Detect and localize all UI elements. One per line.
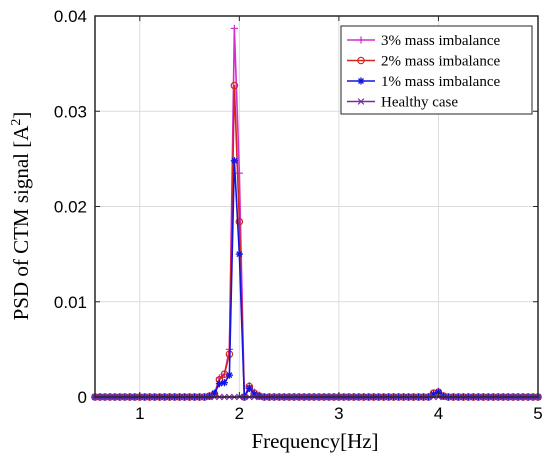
y-axis-label-main: PSD of CTM signal [A [9,125,33,321]
x-axis-label: Frequency[Hz] [251,429,378,453]
marker-stroke [231,157,238,164]
data-point [235,250,243,258]
x-tick-label: 2 [235,404,244,423]
legend-entry: Healthy case [347,95,458,111]
legend-entry: 2% mass imbalance [347,54,500,70]
legend-label: 1% mass imbalance [381,74,500,90]
data-point [225,371,233,379]
marker-stroke [357,56,365,65]
legend-label: 2% mass imbalance [381,54,500,70]
marker-stroke [235,217,244,226]
marker-stroke [226,372,233,379]
legend-swatch-marker [357,56,365,65]
marker-stroke [246,385,253,392]
data-point [230,24,238,32]
x-tick-label: 3 [334,404,343,423]
legend-swatch-marker [357,36,365,44]
marker-stroke [358,78,364,84]
legend-label: Healthy case [381,95,458,111]
legend-swatch-marker [357,98,365,105]
data-point [220,379,229,387]
data-point [235,217,244,226]
axis-ticks: 1 2 3 4 5 0 0.01 0.02 0.03 0.04 [54,7,543,423]
legend-box [340,25,533,115]
x-tick-label: 5 [533,404,542,423]
y-axis-label-superscript: 2 [9,119,24,126]
y-tick-label: 0.04 [54,7,87,26]
marker-stroke [221,379,228,386]
marker-stroke [236,251,243,258]
y-axis-label: PSD of CTM signal [A2] [9,112,33,321]
marker-stroke [216,380,223,387]
data-point [230,81,239,90]
data-point [230,157,238,165]
legend-entry: 1% mass imbalance [347,74,500,90]
legend: 3% mass imbalance 2% mass imbalance 1% mas… [340,25,533,115]
legend-entry: 3% mass imbalance [347,33,500,49]
legend-swatch-marker [357,77,365,85]
y-tick-label: 0 [78,388,87,407]
y-tick-label: 0.03 [54,102,87,121]
legend-label: 3% mass imbalance [381,33,500,49]
x-tick-label: 4 [434,404,443,423]
y-tick-label: 0.01 [54,293,87,312]
marker-stroke [230,81,239,90]
data-point [245,384,253,393]
data-point [215,380,224,388]
y-axis-label-end: ] [9,112,33,119]
x-tick-label: 1 [135,404,144,423]
marker-stroke [357,98,365,105]
y-tick-label: 0.02 [54,198,87,217]
